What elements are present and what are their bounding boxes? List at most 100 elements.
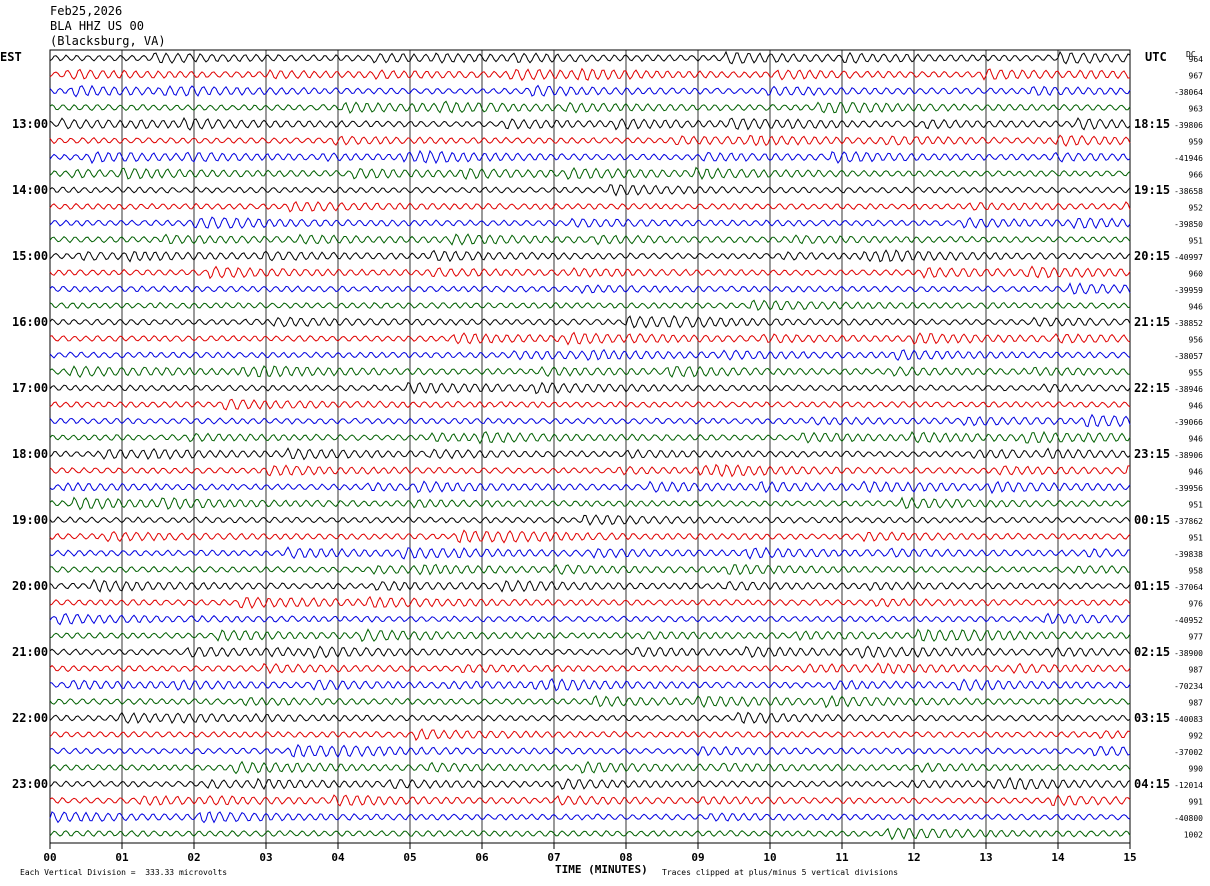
dc-offset-label: -12014 xyxy=(1174,781,1203,790)
trace-row-36 xyxy=(49,645,1131,659)
trace-row-11 xyxy=(49,233,1131,246)
dc-offset-label: 946 xyxy=(1189,303,1204,312)
trace-row-30 xyxy=(49,546,1130,560)
trace-row-1 xyxy=(49,67,1131,82)
dc-offset-label: 958 xyxy=(1189,567,1204,576)
dc-offset-label: 946 xyxy=(1189,402,1204,411)
dc-offset-label: 963 xyxy=(1189,105,1204,114)
dc-offset-label: -38658 xyxy=(1174,187,1203,196)
dc-offset-label: 951 xyxy=(1189,237,1204,246)
trace-row-28 xyxy=(49,514,1131,526)
utc-hour-label: 22:15 xyxy=(1134,381,1170,395)
plot-frame xyxy=(49,49,1131,844)
trace-row-9 xyxy=(49,200,1131,213)
x-tick-label: 13 xyxy=(979,851,992,864)
dc-offset-label: -70234 xyxy=(1174,682,1203,691)
dc-offset-label: -38852 xyxy=(1174,319,1203,328)
dc-offset-label: 992 xyxy=(1189,732,1204,741)
clip-note: Traces clipped at plus/minus 5 vertical … xyxy=(662,868,899,877)
dc-offset-label: 966 xyxy=(1189,171,1204,180)
est-hour-label: 17:00 xyxy=(12,381,48,395)
x-tick-label: 01 xyxy=(115,851,129,864)
trace-row-10 xyxy=(49,216,1131,230)
header-date: Feb25,2026 xyxy=(50,4,123,18)
x-tick-label: 11 xyxy=(835,851,849,864)
est-hour-label: 21:00 xyxy=(12,645,48,659)
dc-offset-label: -38906 xyxy=(1174,451,1203,460)
x-tick-label: 06 xyxy=(475,851,489,864)
left-timezone-label: EST xyxy=(0,50,22,64)
dc-offset-label: -39850 xyxy=(1174,220,1203,229)
dc-offset-label: 987 xyxy=(1189,666,1204,675)
dc-offset-label: 955 xyxy=(1189,369,1204,378)
grid-layer xyxy=(49,49,1131,849)
est-hour-label: 13:00 xyxy=(12,117,48,131)
dc-offset-label: 951 xyxy=(1189,501,1204,510)
trace-row-32 xyxy=(49,578,1131,593)
dc-offset-label: -39838 xyxy=(1174,550,1203,559)
est-hour-label: 14:00 xyxy=(12,183,48,197)
dc-offset-label: 964 xyxy=(1189,55,1204,64)
trace-row-3 xyxy=(49,100,1131,114)
x-tick-label: 10 xyxy=(763,851,776,864)
dc-offset-label: -40952 xyxy=(1174,616,1203,625)
dc-offset-label: 946 xyxy=(1189,435,1204,444)
trace-row-45 xyxy=(49,794,1131,807)
trace-row-38 xyxy=(49,677,1131,692)
trace-row-34 xyxy=(49,612,1131,626)
trace-row-27 xyxy=(49,496,1131,511)
trace-row-8 xyxy=(49,184,1131,197)
dc-offset-label: -39956 xyxy=(1174,484,1203,493)
utc-hour-label: 03:15 xyxy=(1134,711,1170,725)
trace-row-37 xyxy=(49,662,1131,675)
x-tick-label: 15 xyxy=(1123,851,1136,864)
trace-row-17 xyxy=(49,331,1131,346)
trace-layer xyxy=(49,50,1131,841)
x-tick-label: 05 xyxy=(403,851,416,864)
x-tick-label: 03 xyxy=(259,851,272,864)
x-tick-label: 14 xyxy=(1051,851,1065,864)
trace-row-29 xyxy=(49,529,1131,544)
dc-offset-label: 977 xyxy=(1189,633,1204,642)
est-hour-label: 23:00 xyxy=(12,777,48,791)
dc-offset-label: -37002 xyxy=(1174,748,1203,757)
dc-label: DC xyxy=(1186,50,1196,59)
dc-offset-label: 987 xyxy=(1189,699,1204,708)
utc-hour-label: 00:15 xyxy=(1134,513,1170,527)
x-tick-label: 09 xyxy=(691,851,704,864)
trace-row-25 xyxy=(49,463,1131,478)
trace-row-33 xyxy=(49,595,1131,610)
dc-offset-label: -38064 xyxy=(1174,88,1203,97)
trace-row-19 xyxy=(49,365,1131,378)
dc-offset-label: 1002 xyxy=(1184,831,1203,840)
est-hour-label: 20:00 xyxy=(12,579,48,593)
dc-offset-label: 951 xyxy=(1189,534,1204,543)
dc-offset-label: 960 xyxy=(1189,270,1204,279)
x-tick-label: 07 xyxy=(547,851,560,864)
est-hour-label: 15:00 xyxy=(12,249,48,263)
x-tick-label: 02 xyxy=(187,851,200,864)
dc-offset-label: -40083 xyxy=(1174,715,1203,724)
x-axis-title: TIME (MINUTES) xyxy=(555,863,648,876)
utc-hour-label: 21:15 xyxy=(1134,315,1170,329)
utc-hour-label: 20:15 xyxy=(1134,249,1170,263)
trace-row-7 xyxy=(49,166,1131,181)
trace-row-23 xyxy=(49,430,1131,445)
trace-row-39 xyxy=(49,694,1131,709)
dc-offset-label: -40997 xyxy=(1174,253,1203,262)
trace-row-15 xyxy=(49,299,1131,312)
trace-row-4 xyxy=(49,117,1131,131)
trace-row-42 xyxy=(49,743,1131,759)
right-timezone-label: UTC xyxy=(1145,50,1167,64)
trace-row-24 xyxy=(49,447,1131,461)
trace-row-31 xyxy=(49,563,1131,576)
trace-row-22 xyxy=(49,413,1131,428)
utc-hour-label: 19:15 xyxy=(1134,183,1170,197)
trace-row-13 xyxy=(49,265,1131,280)
dc-offset-label: 946 xyxy=(1189,468,1204,477)
dc-offset-label: 959 xyxy=(1189,138,1204,147)
trace-row-35 xyxy=(49,628,1131,643)
x-tick-label: 12 xyxy=(907,851,920,864)
x-tick-label: 04 xyxy=(331,851,345,864)
